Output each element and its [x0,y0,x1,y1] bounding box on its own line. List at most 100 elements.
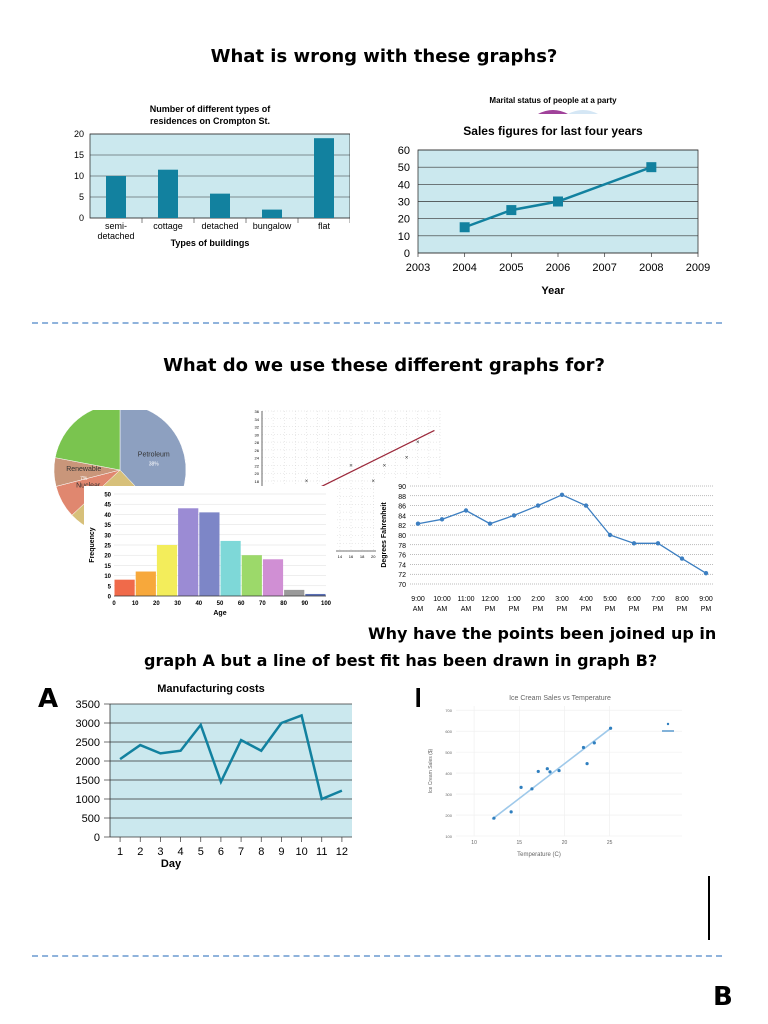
x-tick-label-time: 6:00 [627,596,641,603]
temperature-line-chart: 70 72 74 76 78 80 82 84 86 88 90 Degrees Fahrenheit… [376,478,721,618]
x-tick-label: 90 [301,601,308,607]
y-tick-label: 5 [79,192,84,202]
y-tick-label: 88 [398,494,406,501]
y-tick-label: 10 [74,171,84,181]
x-tick-label: 14 [338,554,343,559]
x-tick-label: 15 [516,840,522,846]
x-tick-label-ampm: AM [437,606,448,613]
y-tick-label: 72 [398,572,406,579]
temp-point [583,503,589,508]
hist-bar-30-40 [178,508,199,596]
y-tick-label: 0 [108,595,112,601]
y-tick-label: 26 [255,448,260,453]
icecream-point [536,769,540,774]
x-tick-label: 40 [195,601,202,607]
hist-bar-20-30 [156,545,178,596]
x-tick-label-time: 10:00 [433,596,451,603]
hist-bar-0-10 [114,579,135,596]
y-tick-label: 20 [398,214,410,226]
icecream-point [492,816,496,820]
chart-title: Manufacturing costs [157,683,265,695]
x-tick-label-ampm: PM [677,606,688,613]
x-tick-label: 2007 [592,262,616,274]
icecream-point [509,810,513,814]
section-divider-top [32,322,722,324]
y-tick-label: 70 [398,582,406,589]
x-tick-label: 16 [349,554,354,559]
x-tick-label: 20 [371,554,376,559]
y-tick-label: 1500 [76,775,100,787]
hist-bar-80-90 [284,589,305,596]
scatter-point: × [416,440,420,446]
pie-fragment [568,110,598,114]
x-tick-label: 70 [259,601,266,607]
x-tick-label: 18 [360,554,365,559]
y-tick-label: 24 [255,456,260,461]
y-tick-label: 30 [398,197,410,209]
x-tick-label-ampm: PM [509,606,520,613]
x-tick-label-ampm: PM [533,606,544,613]
icecream-point [548,770,552,774]
scatter-point: × [405,456,409,462]
y-tick-label: 36 [255,409,260,414]
heading-what-is-wrong: What is wrong with these graphs? [210,46,558,67]
hist-bar-40-50 [199,512,220,596]
chart-title: Sales figures for last four years [463,124,643,138]
y-axis-label: Ice Cream Sales ($) [428,748,434,793]
heading-what-do-we-use: What do we use these different graphs fo… [163,355,605,376]
temp-point [439,517,445,522]
y-axis-label: Degrees Fahrenheit [381,502,388,568]
x-axis-label: Day [161,858,182,870]
chart-title: Ice Cream Sales vs Temperature [509,695,611,702]
x-tick-label: flat [318,221,331,231]
y-tick-label: 20 [255,471,260,476]
icecream-scatter-chart: Ice Cream Sales vs Temperature 100 200 300 4… [420,686,690,864]
sales-point-2006 [553,196,563,207]
y-tick-label: 28 [255,440,260,445]
x-tick-label: 8 [258,846,264,858]
y-tick-label: 20 [74,129,84,139]
temp-point [511,513,517,518]
x-tick-label-time: 9:00 [411,596,425,603]
pie-label: Petroleum [138,452,170,459]
icecream-point [608,726,613,730]
x-axis-label: Year [541,285,565,297]
x-tick-label: 80 [280,601,287,607]
y-tick-label: 22 [255,463,260,468]
icecream-point [585,762,589,766]
x-tick-label: 2009 [686,262,710,274]
x-tick-label: 2005 [499,262,523,274]
vertical-rule [708,876,710,940]
x-tick-label: 6 [218,846,224,858]
age-histogram-chart: 0 5 10 15 20 25 30 35 40 45 50 0 10 20 30 40 50 60 70 80 90 1… [84,486,336,624]
y-tick-label: 86 [398,504,406,511]
temp-point [463,508,469,513]
x-tick-label-ampm: PM [605,606,616,613]
y-tick-label: 30 [104,533,111,539]
y-tick-label: 15 [74,150,84,160]
y-tick-label: 90 [398,484,406,491]
x-tick-label-time: 8:00 [675,596,689,603]
y-tick-label: 200 [445,813,452,818]
sales-line-chart: Marital status of people at a party Sales… [388,88,733,298]
pie-fragment [538,110,568,114]
hist-bar-10-20 [135,571,156,596]
y-tick-label: 10 [398,231,410,243]
temp-point [415,521,421,526]
y-tick-label: 80 [398,533,406,540]
plot-background [110,704,352,837]
y-tick-label: 20 [104,554,111,560]
y-tick-label: 50 [398,162,410,174]
pie-label: Renewable [66,466,101,473]
y-tick-label: 0 [404,248,410,260]
temp-point [631,541,637,546]
cost-line [119,713,343,801]
x-tick-label: 11 [316,846,327,858]
icecream-point [545,767,549,771]
x-tick-label-ampm: AM [413,606,424,613]
scatter-point: × [349,463,353,469]
x-axis-label: Temperature (C) [517,852,561,858]
temperature-line [417,494,707,574]
y-tick-label: 35 [104,523,111,529]
y-tick-label: 700 [445,708,452,713]
